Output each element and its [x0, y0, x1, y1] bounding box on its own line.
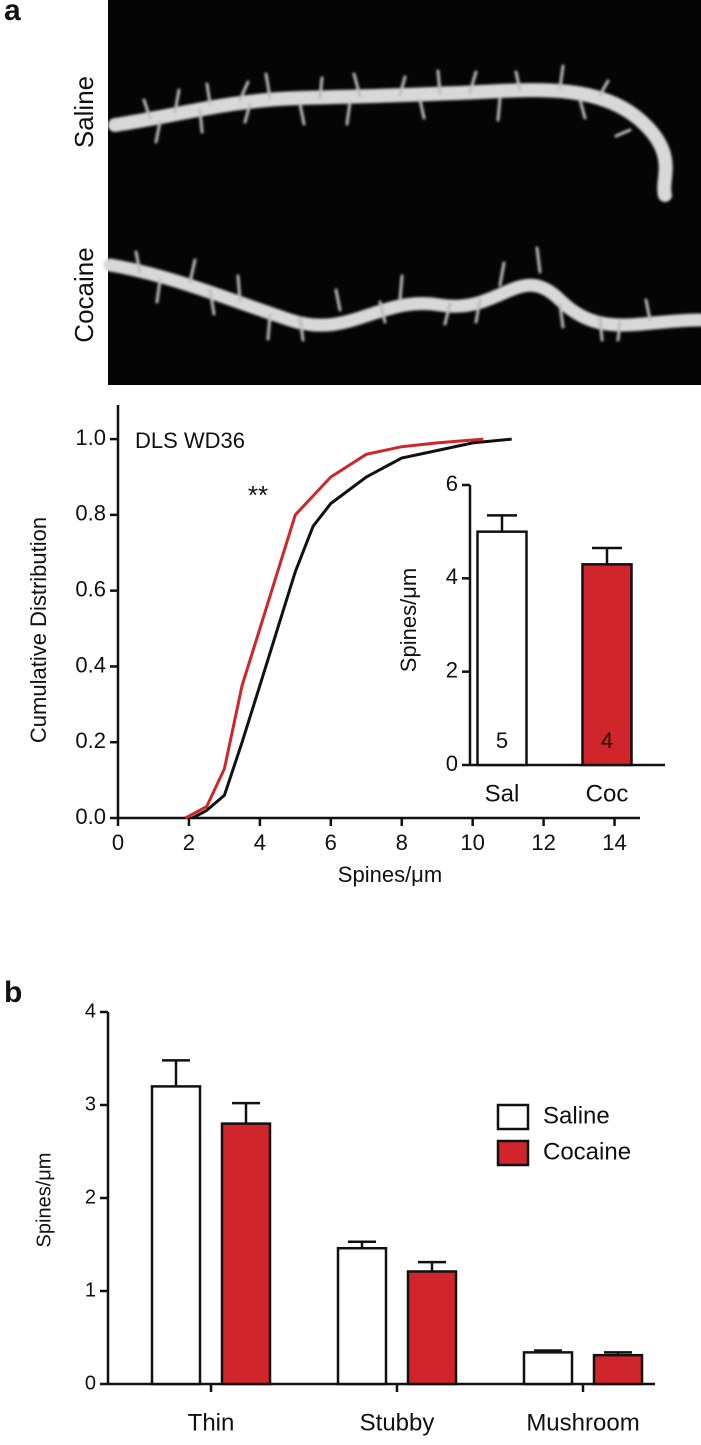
bar	[150, 1085, 202, 1386]
dendrites	[103, 64, 701, 342]
x-axis-label: Spines/μm	[338, 862, 442, 887]
x-tick-label: Mushroom	[526, 1409, 639, 1436]
y-tick-label: 4	[446, 564, 458, 589]
legend-label: Cocaine	[543, 1138, 631, 1165]
y-tick-label: 0.4	[75, 652, 106, 677]
y-tick-label: 2	[85, 1186, 96, 1208]
x-tick-label: 14	[602, 830, 626, 855]
bar	[220, 1122, 272, 1386]
x-tick-label: Coc	[586, 780, 629, 807]
y-axis-label: Spines/μm	[396, 568, 421, 672]
bar	[522, 1351, 574, 1386]
x-tick-label: 6	[325, 830, 337, 855]
cdf-line	[184, 437, 484, 820]
micrograph: Saline Cocaine	[69, 0, 701, 385]
x-tick-label: 2	[183, 830, 195, 855]
x-tick-label: 8	[396, 830, 408, 855]
image-label: Saline	[69, 76, 99, 148]
y-tick-label: 0.0	[75, 804, 106, 829]
legend-label: Saline	[543, 1102, 610, 1129]
bar	[592, 1353, 644, 1386]
x-tick-label: Thin	[188, 1409, 235, 1436]
y-tick-label: 0	[85, 1372, 96, 1394]
panel-label: b	[4, 976, 22, 1009]
y-axis-label: Spines/μm	[33, 1153, 55, 1248]
annotation: DLS WD36	[135, 428, 245, 453]
bar	[406, 1270, 458, 1386]
cdf-line	[191, 437, 512, 820]
n-label: 4	[601, 728, 613, 753]
y-tick-label: 1	[85, 1279, 96, 1301]
y-tick-label: 2	[446, 657, 458, 682]
y-tick-label: 0.6	[75, 576, 106, 601]
y-tick-label: 0.8	[75, 501, 106, 526]
x-tick-label: Sal	[485, 780, 520, 807]
y-tick-label: 1.0	[75, 425, 106, 450]
x-tick-label: 12	[531, 830, 555, 855]
y-axis-label: Cumulative Distribution	[26, 517, 51, 743]
legend-swatch	[496, 1139, 530, 1167]
panel-label: a	[4, 0, 21, 27]
legend-swatch	[496, 1103, 530, 1131]
bar	[476, 530, 528, 767]
y-tick-label: 4	[85, 1000, 96, 1022]
x-tick-label: Stubby	[360, 1409, 435, 1436]
y-tick-label: 0.2	[75, 728, 106, 753]
y-tick-label: 0	[446, 751, 458, 776]
x-tick-label: 10	[460, 830, 484, 855]
image-label: Cocaine	[69, 247, 99, 342]
bar	[581, 563, 633, 767]
bar	[336, 1246, 388, 1386]
y-tick-label: 6	[446, 471, 458, 496]
y-tick-label: 3	[85, 1093, 96, 1115]
x-tick-label: 0	[112, 830, 124, 855]
annotation: **	[248, 480, 268, 510]
x-tick-label: 4	[254, 830, 266, 855]
n-label: 5	[496, 728, 508, 753]
